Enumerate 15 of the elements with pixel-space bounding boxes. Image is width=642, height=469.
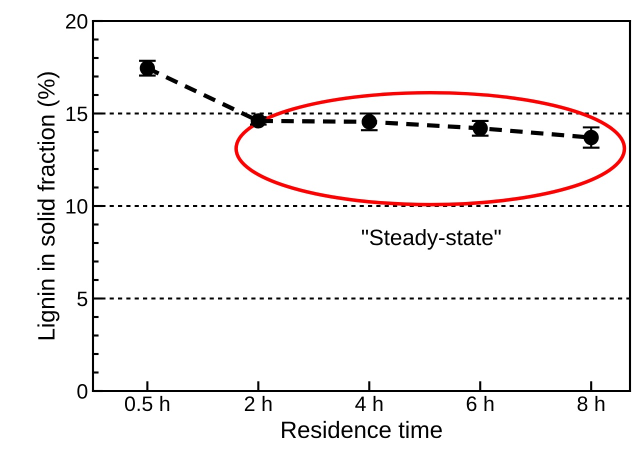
x-tick-label: 2 h bbox=[244, 396, 272, 411]
x-tick-label: 4 h bbox=[355, 396, 382, 411]
y-tick-label: 15 bbox=[66, 106, 88, 122]
y-axis-title: Lignin in solid fraction (%) bbox=[37, 72, 60, 340]
annotation: "Steady-state" bbox=[362, 228, 501, 250]
point bbox=[250, 113, 266, 129]
x-tick-label: 6 h bbox=[466, 396, 494, 412]
x-tick-label: 0.5 h bbox=[125, 396, 170, 412]
y-tick-label: 5 bbox=[77, 292, 88, 306]
x-tick-label: 8 h bbox=[578, 396, 604, 412]
y-tick-label: 20 bbox=[66, 14, 88, 29]
y-tick-label: 10 bbox=[66, 199, 88, 214]
point bbox=[584, 130, 599, 146]
y-tick-label: 0 bbox=[77, 384, 88, 399]
x-axis-title: Residence time bbox=[282, 420, 442, 438]
